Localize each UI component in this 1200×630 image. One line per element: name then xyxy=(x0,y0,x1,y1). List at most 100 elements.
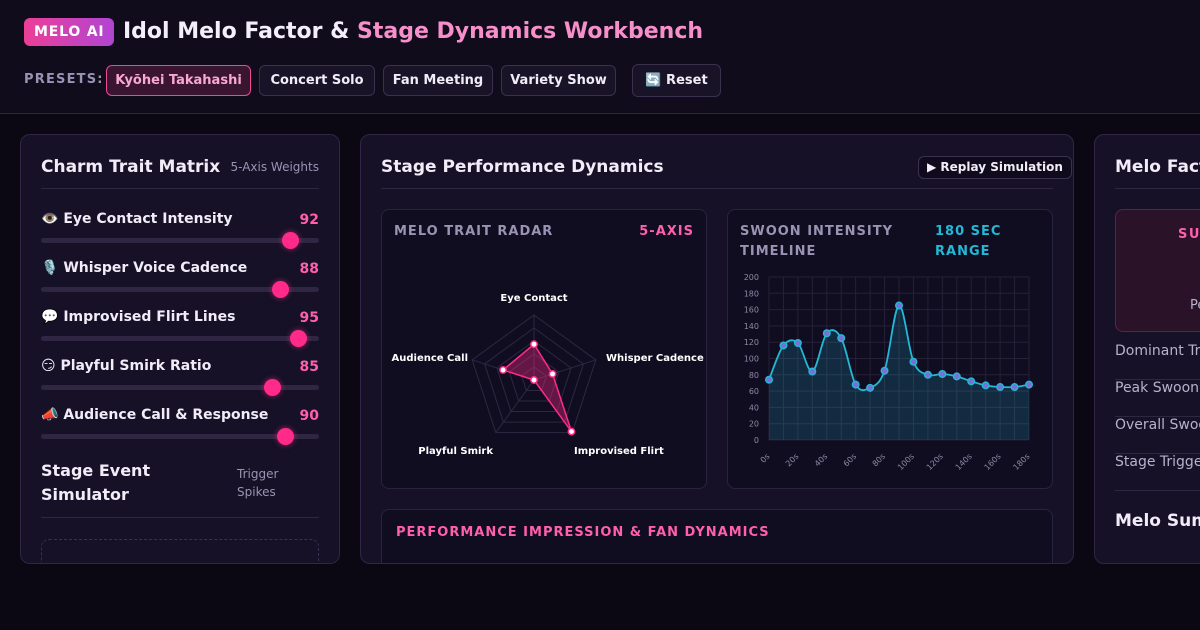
slider-value-smirk-ratio: 85 xyxy=(299,359,319,375)
swoon-point xyxy=(880,366,889,375)
charm-trait-panel: Charm Trait Matrix 5-Axis Weights 👁️ Eye… xyxy=(20,134,340,564)
radar-card: MELO TRAIT RADAR 5-AXIS Eye Contact Whisp… xyxy=(381,209,707,489)
megaphone-icon: 📣 xyxy=(41,407,59,423)
slider-track-audience-call[interactable] xyxy=(41,434,319,439)
preset-concert-solo[interactable]: Concert Solo xyxy=(259,65,375,96)
y-tick-label: 20 xyxy=(749,420,759,429)
swoon-timeline-chart: 0 20 40 60 80 100 120 140 160 180 200 0s 20s 40s 60s 80… xyxy=(744,273,1034,472)
y-tick-label: 60 xyxy=(749,387,759,396)
melo-factor-panel: Melo Factor SUMMARY Peak Dominant Trait … xyxy=(1094,134,1200,564)
stage-event-dropzone[interactable] xyxy=(41,539,319,563)
y-tick-label: 120 xyxy=(744,338,759,347)
y-tick-label: 160 xyxy=(744,306,759,315)
stage-event-simulator-subtitle: Trigger Spikes xyxy=(237,467,279,499)
x-tick-label: 140s xyxy=(954,452,974,472)
radar-card-tag: 5-AXIS xyxy=(639,224,694,239)
timeline-card-tag: 180 SEC RANGE xyxy=(935,224,1002,259)
swoon-point xyxy=(967,377,976,386)
radar-grid-ring xyxy=(521,366,547,392)
slider-track-whisper-voice[interactable] xyxy=(41,287,319,292)
slider-label-audience-call: 📣 Audience Call & Response xyxy=(41,407,269,423)
slider-track-smirk-ratio[interactable] xyxy=(41,385,319,390)
title-main: Idol Melo Factor & xyxy=(123,19,357,44)
charm-trait-title: Charm Trait Matrix xyxy=(41,157,221,177)
radar-point xyxy=(530,340,538,349)
radar-spoke xyxy=(533,359,596,381)
radar-grid-ring xyxy=(471,314,597,434)
summary-card-tag: SUMMARY xyxy=(1178,227,1200,242)
x-tick-label: 120s xyxy=(925,452,945,472)
radar-grid-ring xyxy=(483,327,585,423)
charm-trait-subtitle: 5-Axis Weights xyxy=(230,160,319,174)
slider-label-eye-contact: 👁️ Eye Contact Intensity xyxy=(41,211,233,227)
radar-axis-label: Audience Call xyxy=(392,353,468,364)
slider-handle-whisper-voice[interactable] xyxy=(272,281,289,298)
swoon-point xyxy=(894,301,903,310)
timeline-card-label: SWOON INTENSITY TIMELINE xyxy=(740,224,894,259)
stat-row: Dominant Trait xyxy=(1115,343,1200,380)
swoon-point xyxy=(779,341,788,350)
panel-divider xyxy=(381,188,1053,189)
presets-label: PRESETS: xyxy=(24,72,104,87)
swoon-point xyxy=(923,370,932,379)
radar-card-label: MELO TRAIT RADAR xyxy=(394,224,554,239)
stage-dynamics-panel: Stage Performance Dynamics ▶ Replay Simu… xyxy=(360,134,1074,564)
radar-spoke xyxy=(495,379,535,433)
slider-label-smirk-ratio: 😏 Playful Smirk Ratio xyxy=(41,358,212,374)
radar-grid-ring xyxy=(496,340,572,413)
radar-grid-ring xyxy=(508,353,560,402)
simulator-divider xyxy=(41,517,319,518)
x-tick-label: 160s xyxy=(983,452,1003,472)
eye-icon: 👁️ xyxy=(41,211,59,227)
radar-series-area xyxy=(501,343,573,432)
y-tick-label: 180 xyxy=(744,289,759,298)
swoon-point xyxy=(822,329,831,338)
radar-axis-label: Eye Contact xyxy=(500,293,567,304)
x-tick-label: 40s xyxy=(813,452,830,469)
slider-track-eye-contact[interactable] xyxy=(41,238,319,243)
swoon-point xyxy=(1010,383,1019,392)
replay-simulation-button[interactable]: ▶ Replay Simulation xyxy=(918,156,1072,179)
swoon-point xyxy=(1025,380,1034,389)
radar-axis-label: Whisper Cadence xyxy=(606,353,704,364)
preset-kyohei-takahashi[interactable]: Kyōhei Takahashi xyxy=(106,65,251,96)
summary-card-sub: Peak xyxy=(1190,298,1200,313)
stage-dynamics-title: Stage Performance Dynamics xyxy=(381,157,664,177)
slider-handle-flirt-lines[interactable] xyxy=(290,330,307,347)
swoon-point xyxy=(866,383,875,392)
preset-fan-meeting[interactable]: Fan Meeting xyxy=(383,65,493,96)
x-tick-label: 180s xyxy=(1011,452,1031,472)
app-badge: MELO AI xyxy=(24,18,115,46)
radar-axis-label: Playful Smirk xyxy=(418,446,493,457)
radar-point xyxy=(530,376,538,384)
melo-factor-title: Melo Factor xyxy=(1115,157,1200,177)
y-tick-label: 80 xyxy=(749,371,759,380)
slider-handle-smirk-ratio[interactable] xyxy=(264,379,281,396)
slider-handle-audience-call[interactable] xyxy=(277,428,294,445)
swoon-point xyxy=(837,334,846,343)
slider-value-audience-call: 90 xyxy=(299,408,319,424)
radar-point xyxy=(548,370,557,378)
y-tick-label: 100 xyxy=(744,355,759,364)
reset-button[interactable]: 🔄 Reset xyxy=(632,64,721,97)
radar-point xyxy=(499,366,508,374)
x-tick-label: 20s xyxy=(784,452,801,469)
app-header: MELO AI Idol Melo Factor & Stage Dynamic… xyxy=(0,0,1200,114)
preset-variety-show[interactable]: Variety Show xyxy=(501,65,616,96)
impression-card-label: PERFORMANCE IMPRESSION & FAN DYNAMICS xyxy=(396,525,770,540)
x-tick-label: 60s xyxy=(842,452,859,469)
panel-divider xyxy=(1115,188,1200,189)
y-tick-label: 0 xyxy=(754,436,759,445)
swoon-area-fill xyxy=(769,305,1029,440)
microphone-icon: 🎙️ xyxy=(41,260,59,276)
impression-card: PERFORMANCE IMPRESSION & FAN DYNAMICS xyxy=(381,509,1053,563)
title-accent: Stage Dynamics Workbench xyxy=(357,19,704,44)
swoon-point xyxy=(996,383,1005,392)
swoon-point xyxy=(765,375,774,384)
panel-divider xyxy=(41,188,319,189)
speech-bubble-icon: 💬 xyxy=(41,309,59,325)
slider-handle-eye-contact[interactable] xyxy=(282,232,299,249)
slider-value-flirt-lines: 95 xyxy=(299,310,319,326)
slider-track-flirt-lines[interactable] xyxy=(41,336,319,341)
radar-chart: Eye Contact Whisper Cadence Improvised Fli… xyxy=(392,293,704,457)
